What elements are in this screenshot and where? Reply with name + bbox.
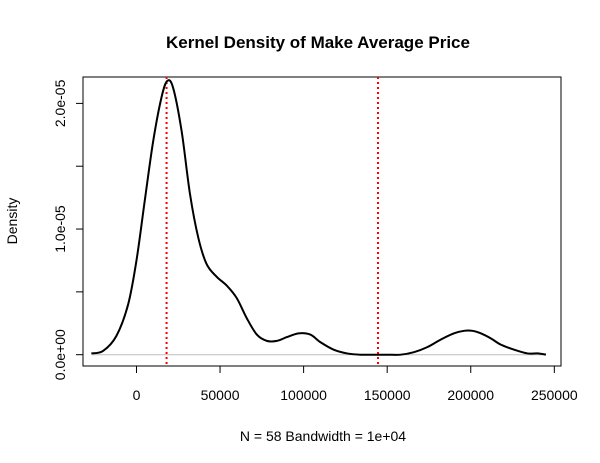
density-series <box>91 79 547 356</box>
x-tick-label: 200000 <box>447 387 494 403</box>
y-axis: 0.0e+00 1.0e-05 2.0e-05 <box>52 79 84 380</box>
x-tick-label: 150000 <box>364 387 411 403</box>
reference-lines <box>165 77 379 366</box>
y-axis-label: Density <box>4 198 20 245</box>
x-tick-label: 0 <box>133 387 141 403</box>
x-axis-label: N = 58 Bandwidth = 1e+04 <box>240 428 406 444</box>
x-tick-label: 250000 <box>531 387 578 403</box>
y-tick-label: 0.0e+00 <box>52 329 68 380</box>
x-tick-label: 100000 <box>280 387 327 403</box>
chart-title: Kernel Density of Make Average Price <box>166 33 470 52</box>
density-curve-1 <box>91 79 547 356</box>
plot-box <box>82 76 562 367</box>
y-tick-label: 2.0e-05 <box>52 79 68 127</box>
x-tick-label: 50000 <box>201 387 240 403</box>
y-tick-label: 1.0e-05 <box>52 205 68 253</box>
x-axis: 0 50000 100000 150000 200000 250000 <box>133 365 578 403</box>
